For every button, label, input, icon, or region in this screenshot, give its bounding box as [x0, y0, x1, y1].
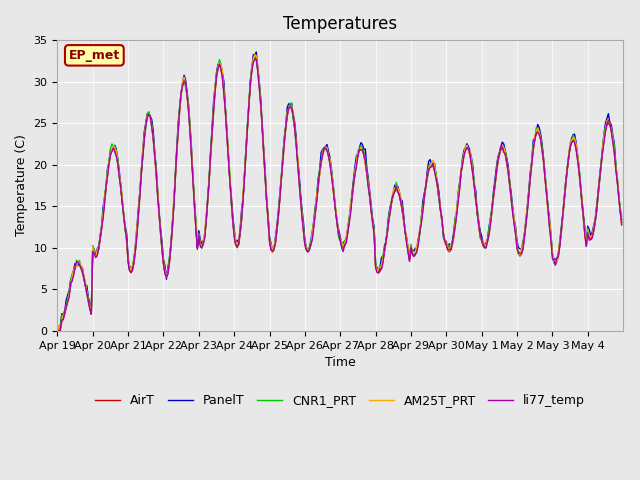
Y-axis label: Temperature (C): Temperature (C) — [15, 134, 28, 237]
CNR1_PRT — [615, 192, 623, 198]
AM25T_PRT — [457, 168, 465, 173]
li77_temp — [459, 162, 467, 168]
PanelT — [55, 324, 63, 330]
li77_temp — [347, 211, 355, 216]
Line: PanelT: PanelT — [58, 52, 621, 327]
li77_temp — [92, 255, 100, 261]
AM25T_PRT — [615, 193, 623, 199]
Line: li77_temp: li77_temp — [58, 59, 621, 333]
AM25T_PRT — [54, 327, 61, 333]
PanelT — [459, 155, 467, 161]
AM25T_PRT — [251, 52, 259, 58]
PanelT — [54, 323, 61, 328]
AM25T_PRT — [618, 222, 625, 228]
PanelT — [347, 206, 355, 212]
Title: Temperatures: Temperatures — [284, 15, 397, 33]
CNR1_PRT — [90, 248, 98, 253]
AirT — [54, 328, 61, 334]
CNR1_PRT — [345, 216, 353, 222]
CNR1_PRT — [251, 51, 259, 57]
CNR1_PRT — [618, 214, 625, 219]
li77_temp — [252, 56, 260, 62]
li77_temp — [543, 191, 550, 196]
AirT — [541, 175, 549, 180]
AirT — [90, 252, 98, 257]
AirT — [618, 219, 625, 225]
li77_temp — [618, 222, 625, 228]
CNR1_PRT — [54, 327, 61, 333]
Line: AirT: AirT — [58, 57, 621, 331]
CNR1_PRT — [457, 168, 465, 174]
li77_temp — [55, 330, 63, 336]
PanelT — [618, 216, 625, 222]
PanelT — [92, 252, 100, 258]
li77_temp — [616, 208, 624, 214]
AirT — [615, 193, 623, 199]
li77_temp — [54, 329, 61, 335]
AirT — [251, 54, 259, 60]
AirT — [345, 220, 353, 226]
AirT — [457, 171, 465, 177]
li77_temp — [74, 259, 82, 265]
PanelT — [543, 187, 550, 192]
Text: EP_met: EP_met — [68, 49, 120, 62]
AM25T_PRT — [541, 172, 549, 178]
Line: AM25T_PRT: AM25T_PRT — [58, 55, 621, 330]
Line: CNR1_PRT: CNR1_PRT — [58, 54, 621, 330]
CNR1_PRT — [541, 170, 549, 176]
PanelT — [252, 49, 260, 55]
AM25T_PRT — [345, 220, 353, 226]
CNR1_PRT — [73, 257, 81, 263]
Legend: AirT, PanelT, CNR1_PRT, AM25T_PRT, li77_temp: AirT, PanelT, CNR1_PRT, AM25T_PRT, li77_… — [90, 389, 590, 412]
PanelT — [616, 209, 624, 215]
PanelT — [74, 262, 82, 267]
AirT — [73, 263, 81, 268]
AM25T_PRT — [73, 264, 81, 269]
AM25T_PRT — [90, 252, 98, 258]
X-axis label: Time: Time — [325, 356, 356, 369]
